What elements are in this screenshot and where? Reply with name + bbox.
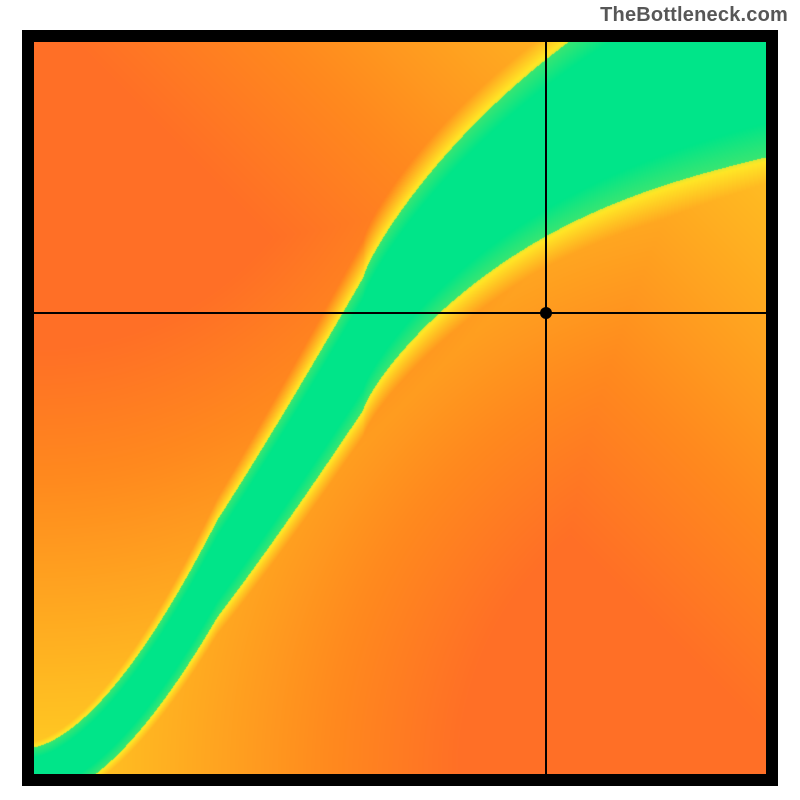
heatmap-canvas [34,42,766,774]
watermark-text: TheBottleneck.com [600,4,788,27]
crosshair-horizontal [34,312,766,314]
crosshair-vertical [545,42,547,774]
chart-container: TheBottleneck.com [0,0,800,800]
crosshair-marker [540,307,552,319]
